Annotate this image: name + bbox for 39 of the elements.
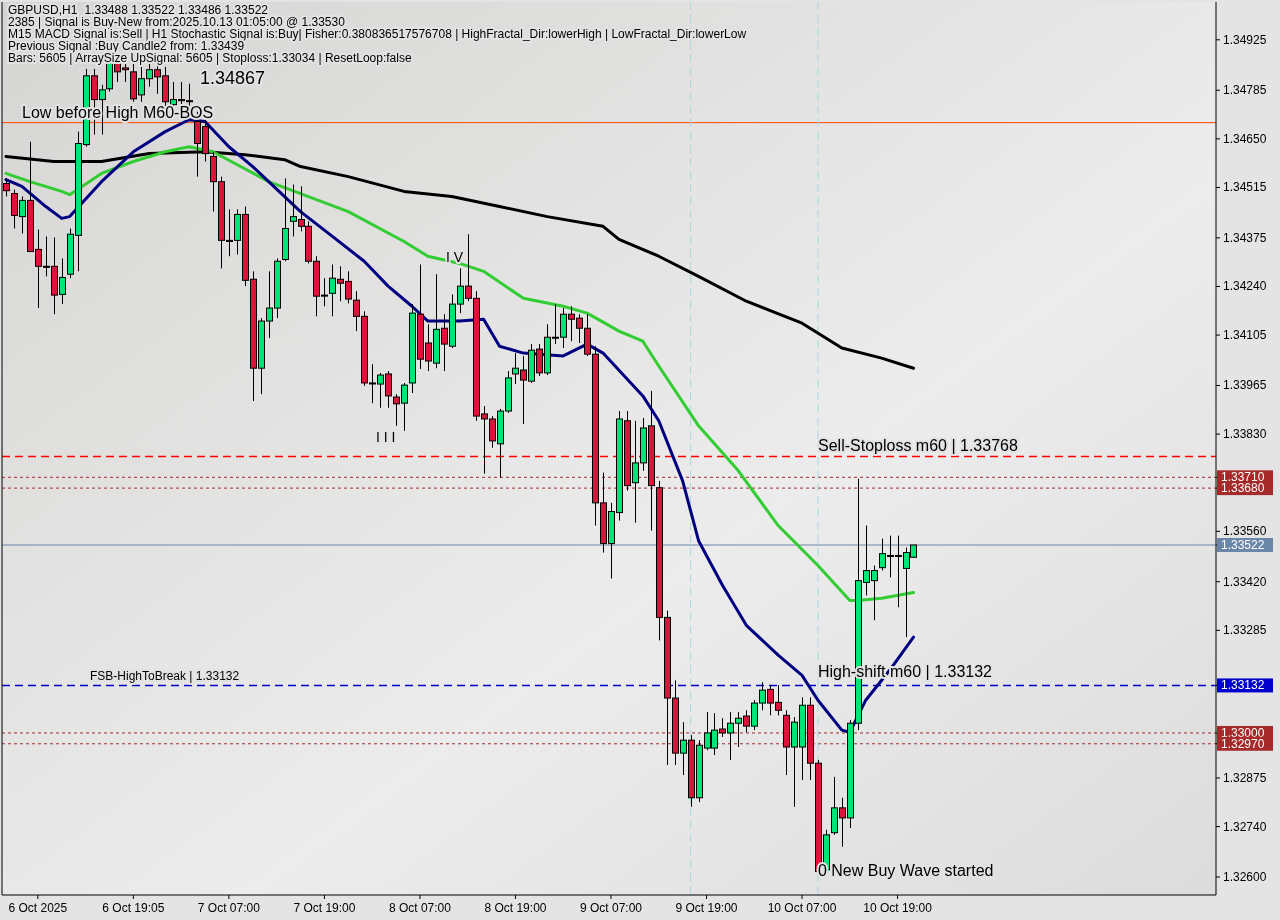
y-tick-label: 1.34785 bbox=[1223, 83, 1267, 98]
y-tick-label: 1.34925 bbox=[1223, 32, 1267, 47]
y-tick-label: 1.32875 bbox=[1223, 770, 1267, 785]
x-tick-label: 10 Oct 19:00 bbox=[863, 901, 933, 915]
y-tick-label: 1.33830 bbox=[1223, 427, 1267, 442]
chart-title: GBPUSD,H1 bbox=[8, 3, 77, 17]
annotation: 1.34867 bbox=[200, 68, 266, 88]
x-tick-label: 8 Oct 07:00 bbox=[388, 901, 452, 915]
annotation: M15 MACD Signal is:Sell | H1 Stochastic Signal is:Buy| Fisher:0.380836517576708 | HighFractal_Dir:lowerHigh | LowFractal_Dir:lowerLow bbox=[8, 27, 747, 41]
chart-subtitle: 1.33488 1.33522 1.33486 1.33522 bbox=[84, 3, 269, 17]
ref-line-label: Sell-Stoploss m60 | 1.33768 bbox=[818, 437, 1018, 455]
line-series bbox=[4, 145, 915, 602]
y-tick-label: 1.34240 bbox=[1223, 279, 1267, 294]
y-tick-label: 1.33285 bbox=[1223, 623, 1267, 638]
x-tick-label: 7 Oct 19:00 bbox=[293, 901, 356, 915]
x-tick-label: 7 Oct 07:00 bbox=[197, 901, 261, 915]
annotation: I V bbox=[446, 249, 464, 265]
x-tick-label: 6 Oct 2025 bbox=[8, 901, 68, 915]
y-tick-label: 1.33420 bbox=[1223, 574, 1267, 589]
ref-line-label: FSB-HighToBreak | 1.33132 bbox=[90, 669, 240, 684]
y-tick-label: 1.33560 bbox=[1223, 524, 1267, 539]
annotation: I I I bbox=[376, 429, 396, 445]
y-tick-label: 1.34375 bbox=[1223, 230, 1267, 245]
annotation: 2385 | Signal is Buy-New from:2025.10.13 01:05:00 @ 1.33530 bbox=[8, 15, 346, 29]
y-tick-label: 1.34515 bbox=[1223, 180, 1267, 195]
y-tick-label: 1.33132 bbox=[1221, 678, 1265, 693]
x-tick-label: 9 Oct 19:00 bbox=[675, 901, 738, 915]
y-tick-label: 1.33965 bbox=[1223, 378, 1267, 393]
x-tick-label: 9 Oct 07:00 bbox=[579, 901, 643, 915]
y-tick-label: 1.32740 bbox=[1223, 819, 1267, 834]
y-tick-label: 1.33680 bbox=[1221, 481, 1265, 496]
x-tick-label: 6 Oct 19:05 bbox=[102, 901, 165, 915]
annotation: Previous Signal :Buy Candle2 from: 1.33439 bbox=[8, 39, 245, 53]
y-tick-label: 1.33522 bbox=[1221, 538, 1265, 552]
x-tick-label: 10 Oct 07:00 bbox=[767, 901, 837, 915]
y-tick-label: 1.34650 bbox=[1223, 131, 1267, 146]
x-tick-label: 8 Oct 19:00 bbox=[484, 901, 547, 915]
y-tick-label: 1.32600 bbox=[1223, 870, 1267, 884]
y-tick-label: 1.34105 bbox=[1223, 328, 1267, 343]
